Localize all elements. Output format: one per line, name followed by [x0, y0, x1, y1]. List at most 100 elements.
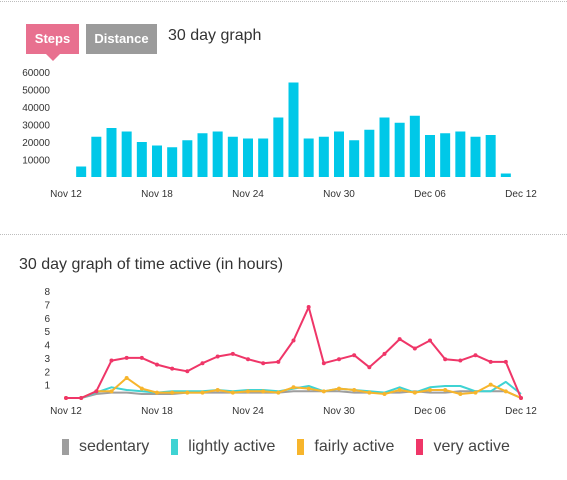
bar-dec-07[interactable] — [440, 133, 451, 177]
point-fairly-active-nov-26[interactable] — [276, 390, 281, 395]
active-chart-title: 30 day graph of time active (in hours) — [19, 256, 284, 273]
bar-dec-09[interactable] — [470, 136, 481, 177]
point-fairly-active-nov-23[interactable] — [230, 390, 235, 395]
bar-nov-17[interactable] — [136, 142, 147, 177]
bar-nov-16[interactable] — [121, 131, 132, 178]
point-fairly-active-nov-29[interactable] — [321, 389, 326, 394]
point-fairly-active-nov-24[interactable] — [246, 389, 250, 394]
bar-nov-14[interactable] — [91, 136, 102, 177]
point-very-active-nov-22[interactable] — [215, 354, 220, 359]
bar-nov-23[interactable] — [227, 136, 238, 177]
bar-dec-05[interactable] — [409, 115, 420, 177]
point-very-active-nov-23[interactable] — [230, 351, 235, 356]
x-tick-label: Dec 12 — [505, 189, 537, 200]
point-fairly-active-dec-01[interactable] — [352, 387, 357, 392]
point-very-active-dec-01[interactable] — [352, 353, 357, 358]
bar-nov-18[interactable] — [152, 145, 162, 178]
point-very-active-dec-09[interactable] — [473, 353, 478, 358]
point-fairly-active-nov-22[interactable] — [215, 387, 220, 392]
bar-nov-29[interactable] — [318, 136, 329, 177]
point-very-active-dec-08[interactable] — [458, 358, 463, 363]
point-very-active-dec-02[interactable] — [367, 365, 372, 370]
point-very-active-nov-17[interactable] — [139, 355, 144, 360]
point-fairly-active-dec-05[interactable] — [412, 390, 417, 395]
legend-label-fairly-active: fairly active — [314, 438, 395, 455]
point-fairly-active-nov-17[interactable] — [139, 386, 144, 391]
bar-dec-03[interactable] — [379, 117, 390, 178]
point-very-active-nov-27[interactable] — [291, 338, 296, 343]
point-very-active-nov-20[interactable] — [185, 369, 190, 374]
point-very-active-nov-19[interactable] — [170, 366, 175, 371]
point-fairly-active-nov-18[interactable] — [155, 390, 159, 395]
point-very-active-nov-12[interactable] — [64, 396, 68, 400]
point-very-active-nov-13[interactable] — [79, 396, 84, 400]
bar-dec-02[interactable] — [364, 129, 375, 177]
point-very-active-nov-29[interactable] — [321, 361, 326, 366]
point-fairly-active-nov-20[interactable] — [185, 390, 190, 395]
point-fairly-active-dec-07[interactable] — [443, 387, 448, 392]
point-very-active-dec-12[interactable] — [519, 396, 523, 400]
point-fairly-active-nov-27[interactable] — [291, 385, 296, 390]
bar-dec-10[interactable] — [485, 135, 496, 177]
point-very-active-nov-25[interactable] — [261, 361, 266, 366]
point-fairly-active-dec-03[interactable] — [382, 391, 387, 396]
bar-dec-04[interactable] — [394, 122, 405, 177]
point-very-active-nov-24[interactable] — [246, 357, 250, 362]
point-fairly-active-dec-04[interactable] — [397, 387, 402, 392]
point-fairly-active-dec-11[interactable] — [503, 389, 508, 394]
y-tick-label: 10000 — [22, 156, 50, 167]
point-very-active-nov-21[interactable] — [200, 361, 205, 366]
legend-item-fairly-active[interactable]: fairly active — [297, 438, 394, 456]
bar-nov-25[interactable] — [258, 138, 269, 178]
tab-steps[interactable]: Steps — [26, 24, 79, 61]
point-very-active-nov-28[interactable] — [306, 305, 311, 310]
point-fairly-active-dec-06[interactable] — [428, 387, 432, 392]
point-very-active-nov-18[interactable] — [155, 362, 159, 367]
point-fairly-active-nov-30[interactable] — [337, 386, 341, 391]
bar-dec-08[interactable] — [455, 131, 466, 178]
point-very-active-dec-04[interactable] — [397, 337, 402, 342]
y-tick-label: 1 — [44, 381, 50, 392]
point-very-active-dec-11[interactable] — [503, 359, 508, 364]
bar-dec-11[interactable] — [500, 173, 511, 178]
point-very-active-nov-15[interactable] — [109, 358, 114, 363]
chart-legend: sedentary lightly active fairly active v… — [62, 436, 532, 458]
bar-nov-30[interactable] — [334, 131, 344, 178]
point-fairly-active-dec-02[interactable] — [367, 390, 372, 395]
point-fairly-active-nov-16[interactable] — [124, 375, 129, 380]
legend-item-sedentary[interactable]: sedentary — [62, 438, 149, 456]
tab-distance[interactable]: Distance — [86, 24, 157, 54]
point-very-active-dec-10[interactable] — [488, 359, 493, 364]
point-very-active-nov-30[interactable] — [337, 357, 341, 362]
legend-item-very-active[interactable]: very active — [416, 438, 510, 456]
point-very-active-dec-03[interactable] — [382, 351, 387, 356]
bar-dec-06[interactable] — [425, 135, 435, 177]
point-very-active-nov-14[interactable] — [94, 389, 99, 394]
bar-nov-24[interactable] — [243, 138, 253, 178]
point-very-active-nov-26[interactable] — [276, 359, 281, 364]
bar-nov-27[interactable] — [288, 82, 299, 178]
legend-item-lightly-active[interactable]: lightly active — [171, 438, 275, 456]
point-very-active-nov-16[interactable] — [124, 355, 129, 360]
bar-nov-20[interactable] — [182, 140, 193, 177]
point-fairly-active-dec-09[interactable] — [473, 390, 478, 395]
bar-nov-21[interactable] — [197, 133, 208, 177]
bar-nov-13[interactable] — [76, 166, 87, 178]
point-fairly-active-nov-19[interactable] — [170, 390, 175, 395]
point-fairly-active-nov-21[interactable] — [200, 390, 205, 395]
bar-nov-26[interactable] — [273, 117, 284, 178]
bar-nov-19[interactable] — [167, 147, 178, 177]
bar-nov-22[interactable] — [212, 131, 223, 178]
bar-nov-15[interactable] — [106, 128, 117, 177]
bar-dec-01[interactable] — [349, 140, 360, 177]
bar-nov-28[interactable] — [303, 138, 314, 178]
point-fairly-active-nov-15[interactable] — [109, 389, 114, 394]
point-fairly-active-dec-10[interactable] — [488, 382, 493, 387]
point-fairly-active-nov-25[interactable] — [261, 389, 266, 394]
point-fairly-active-dec-08[interactable] — [458, 391, 463, 396]
point-fairly-active-nov-28[interactable] — [306, 386, 311, 391]
point-very-active-dec-07[interactable] — [443, 357, 448, 362]
x-tick-label: Nov 18 — [141, 406, 173, 417]
point-very-active-dec-06[interactable] — [428, 338, 432, 343]
point-very-active-dec-05[interactable] — [412, 346, 417, 351]
